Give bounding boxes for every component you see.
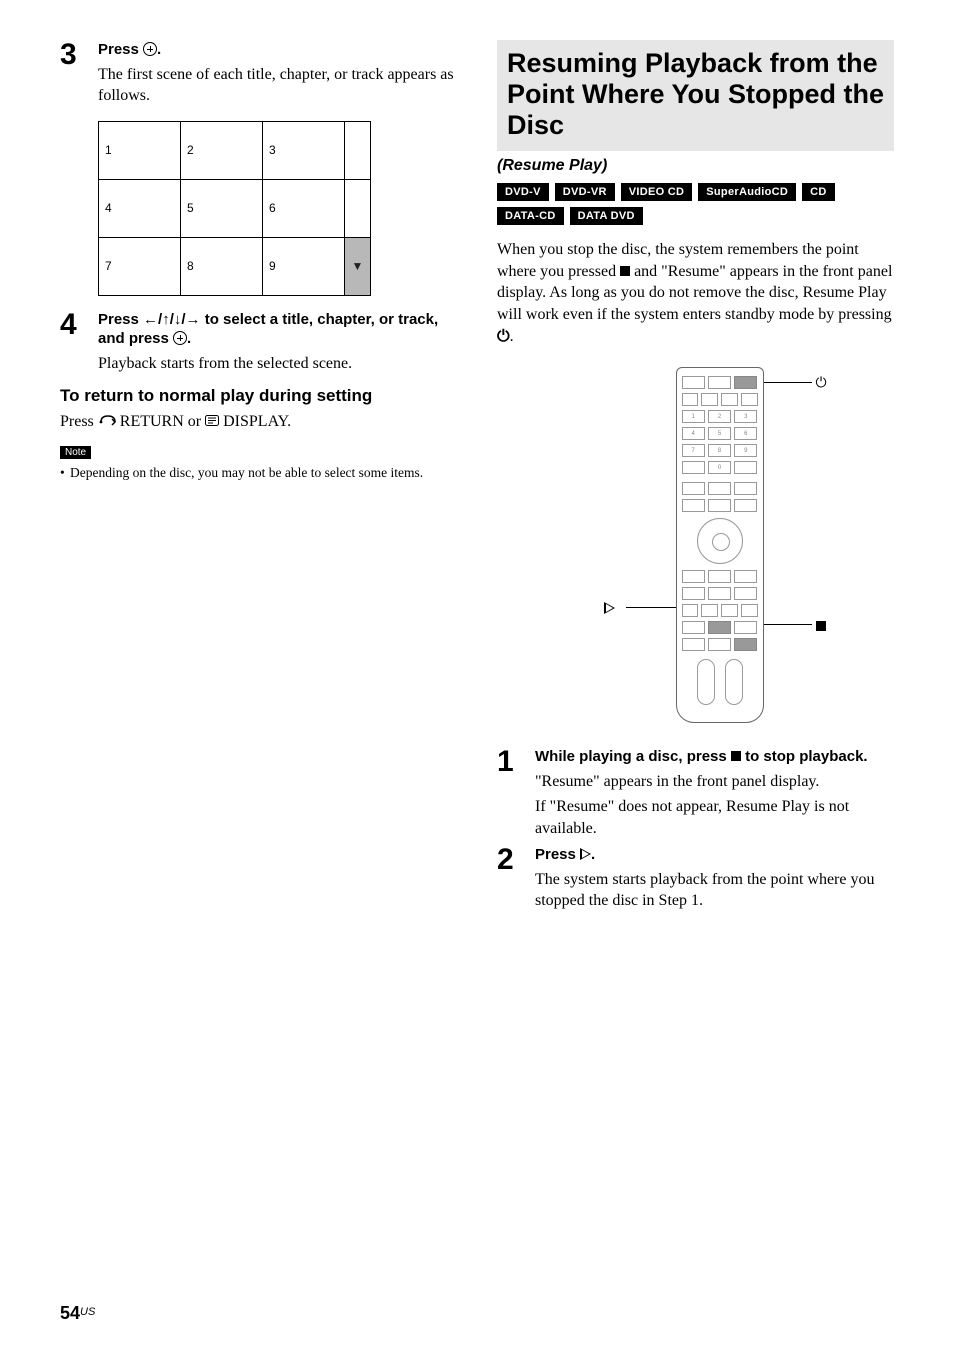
step-body: Press . The system starts playback from … xyxy=(535,845,894,912)
badge: VIDEO CD xyxy=(621,183,693,201)
note-item: • Depending on the disc, you may not be … xyxy=(60,464,457,482)
return-icon xyxy=(98,411,116,433)
scene-cell xyxy=(345,179,371,237)
power-icon: ⏻ xyxy=(497,326,510,348)
text: RETURN or xyxy=(120,413,205,430)
remote-diagram: 123 456 789 0 ⏻ xyxy=(556,367,836,727)
note-text: Depending on the disc, you may not be ab… xyxy=(70,464,457,482)
enter-plus-icon xyxy=(173,331,187,345)
text: Press xyxy=(535,846,580,863)
display-icon xyxy=(205,411,219,433)
enter-plus-icon xyxy=(143,42,157,56)
callout-line xyxy=(626,607,676,608)
right-column: Resuming Playback from the Point Where Y… xyxy=(497,40,894,918)
page-number: 54 xyxy=(60,1303,80,1323)
step-body-text: Playback starts from the selected scene. xyxy=(98,353,457,375)
badge: CD xyxy=(802,183,835,201)
text: . xyxy=(187,330,191,347)
step-number: 2 xyxy=(497,845,535,875)
text: Press xyxy=(98,41,143,58)
scroll-down-cell: ▼ xyxy=(345,237,371,295)
step-heading: Press ←/↑/↓/→ to select a title, chapter… xyxy=(98,310,457,349)
note-badge: Note xyxy=(60,446,91,459)
stop-icon xyxy=(620,266,630,276)
scene-cell: 7 xyxy=(99,237,181,295)
text: While playing a disc, press xyxy=(535,748,731,765)
text: Press xyxy=(60,413,98,430)
step-body-text: The first scene of each title, chapter, … xyxy=(98,64,457,107)
step-heading: Press . xyxy=(535,845,894,865)
subtitle: (Resume Play) xyxy=(497,157,894,175)
remote-outline: 123 456 789 0 xyxy=(676,367,764,723)
arrow-keys-icon: ←/↑/↓/→ xyxy=(143,311,201,328)
step-heading: While playing a disc, press to stop play… xyxy=(535,747,894,767)
scene-cell: 2 xyxy=(181,121,263,179)
step-body: Press . The first scene of each title, c… xyxy=(98,40,457,107)
step-body: Press ←/↑/↓/→ to select a title, chapter… xyxy=(98,310,457,375)
badge: DATA-CD xyxy=(497,207,564,225)
step-body: While playing a disc, press to stop play… xyxy=(535,747,894,839)
text: DISPLAY. xyxy=(223,413,291,430)
badge: DATA DVD xyxy=(570,207,643,225)
step-body-text: The system starts playback from the poin… xyxy=(535,869,894,912)
callout-line xyxy=(764,382,812,383)
text: . xyxy=(591,846,595,863)
play-icon xyxy=(580,848,591,860)
step-1: 1 While playing a disc, press to stop pl… xyxy=(497,747,894,839)
power-callout: ⏻ xyxy=(816,374,827,391)
step-number: 1 xyxy=(497,747,535,777)
scene-cell: 5 xyxy=(181,179,263,237)
stop-callout xyxy=(816,618,826,634)
stop-icon xyxy=(816,621,826,631)
return-instruction: Press RETURN or DISPLAY. xyxy=(60,411,457,433)
stop-icon xyxy=(731,751,741,761)
scene-grid: 1 2 3 4 5 6 7 8 9 ▼ xyxy=(98,121,371,296)
page-footer: 54US xyxy=(60,1303,95,1324)
page-title: Resuming Playback from the Point Where Y… xyxy=(507,48,884,141)
scene-cell: 1 xyxy=(99,121,181,179)
bullet: • xyxy=(60,464,70,482)
badge: SuperAudioCD xyxy=(698,183,796,201)
scene-cell: 3 xyxy=(263,121,345,179)
step-2: 2 Press . The system starts playback fro… xyxy=(497,845,894,912)
badge: DVD-VR xyxy=(555,183,615,201)
step-body-text: If "Resume" does not appear, Resume Play… xyxy=(535,796,894,839)
title-block: Resuming Playback from the Point Where Y… xyxy=(497,40,894,151)
intro-paragraph: When you stop the disc, the system remem… xyxy=(497,239,894,347)
text: . xyxy=(510,328,514,345)
subsection-heading: To return to normal play during setting xyxy=(60,386,457,406)
text: . xyxy=(157,41,161,58)
scene-cell xyxy=(345,121,371,179)
step-heading: Press . xyxy=(98,40,457,60)
scene-cell: 9 xyxy=(263,237,345,295)
text: Press xyxy=(98,311,143,328)
callout-line xyxy=(764,624,812,625)
text: to stop playback. xyxy=(741,748,868,765)
disc-type-badges: DVD-V DVD-VR VIDEO CD SuperAudioCD CD DA… xyxy=(497,183,894,225)
step-body-text: "Resume" appears in the front panel disp… xyxy=(535,771,894,793)
scene-cell: 6 xyxy=(263,179,345,237)
play-icon xyxy=(604,602,615,614)
step-number: 3 xyxy=(60,40,98,70)
left-column: 3 Press . The first scene of each title,… xyxy=(60,40,457,918)
page-suffix: US xyxy=(80,1306,95,1318)
step-number: 4 xyxy=(60,310,98,340)
scene-cell: 4 xyxy=(99,179,181,237)
scene-cell: 8 xyxy=(181,237,263,295)
play-callout xyxy=(604,600,615,616)
step-3: 3 Press . The first scene of each title,… xyxy=(60,40,457,107)
badge: DVD-V xyxy=(497,183,549,201)
step-4: 4 Press ←/↑/↓/→ to select a title, chapt… xyxy=(60,310,457,375)
